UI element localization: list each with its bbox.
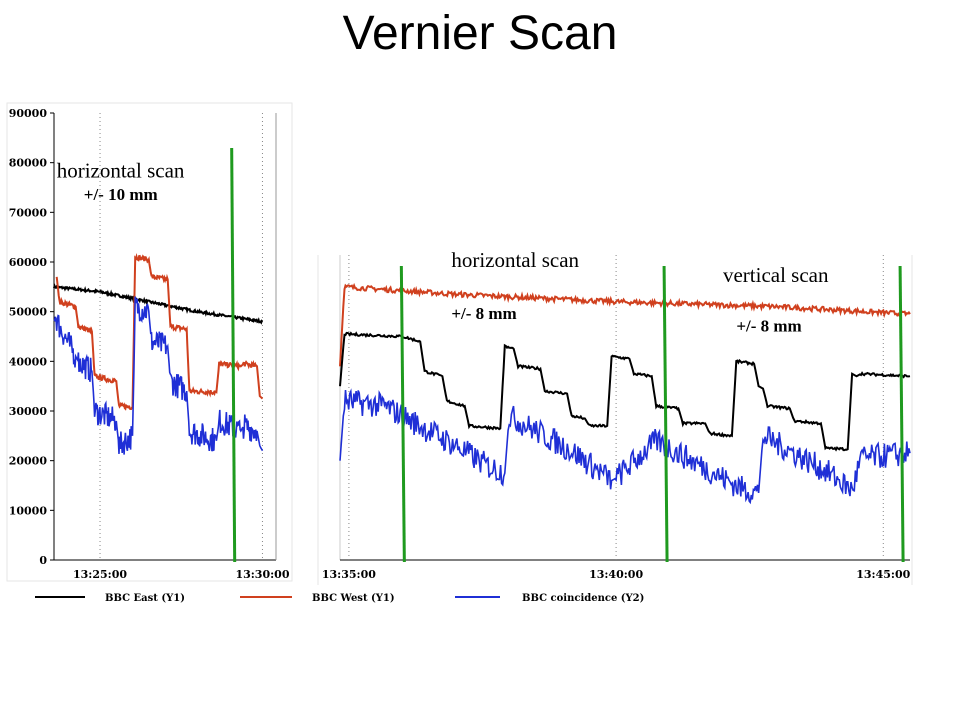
y-tick-label: 10000 — [9, 504, 48, 517]
range-annotation: +/- 8 mm — [736, 317, 801, 336]
series-bbc-coincidence-y2-line — [53, 296, 264, 455]
left-x-tick-label: 13:25:00 — [73, 568, 127, 581]
scan-marker-line — [399, 265, 406, 563]
y-tick-label: 90000 — [9, 107, 48, 120]
series-bbc-east-y1-line — [53, 282, 264, 325]
scan-marker-line — [662, 265, 669, 563]
slide-title: Vernier Scan — [342, 7, 618, 60]
y-tick-label: 20000 — [9, 455, 48, 468]
right-x-tick-label: 13:35:00 — [322, 568, 376, 581]
scan-annotation: horizontal scan — [451, 248, 579, 272]
y-tick-label: 50000 — [9, 306, 48, 319]
y-tick-label: 0 — [39, 554, 47, 567]
series-bbc-west-y1-line — [55, 252, 264, 411]
scan-annotation: vertical scan — [723, 263, 829, 287]
legend-label-bbc-west-y1: BBC West (Y1) — [312, 593, 395, 604]
left-x-tick-label: 13:30:00 — [235, 568, 289, 581]
series-bbc-east-y1-line — [339, 331, 911, 452]
series-bbc-west-y1-line — [339, 282, 911, 367]
scan-marker-line — [230, 147, 237, 563]
left-panel-frame — [6, 102, 293, 582]
scan-annotation: horizontal scan — [57, 159, 185, 183]
legend-label-bbc-coincidence-y2: BBC coincidence (Y2) — [522, 593, 644, 604]
y-tick-label: 60000 — [9, 256, 48, 269]
legend-label-bbc-east-y1: BBC East (Y1) — [105, 593, 185, 604]
right-x-tick-label: 13:40:00 — [589, 568, 643, 581]
y-tick-label: 70000 — [9, 206, 48, 219]
range-annotation: +/- 10 mm — [84, 185, 158, 204]
range-annotation: +/- 8 mm — [451, 304, 516, 323]
series-bbc-coincidence-y2-line — [339, 388, 911, 505]
legend: BBC East (Y1) BBC West (Y1) BBC coincidenc… — [35, 593, 644, 604]
y-tick-label: 30000 — [9, 405, 48, 418]
scan-marker-line — [898, 265, 905, 563]
right-x-tick-label: 13:45:00 — [856, 568, 910, 581]
y-tick-label: 40000 — [9, 355, 48, 368]
y-tick-label: 80000 — [9, 157, 48, 170]
